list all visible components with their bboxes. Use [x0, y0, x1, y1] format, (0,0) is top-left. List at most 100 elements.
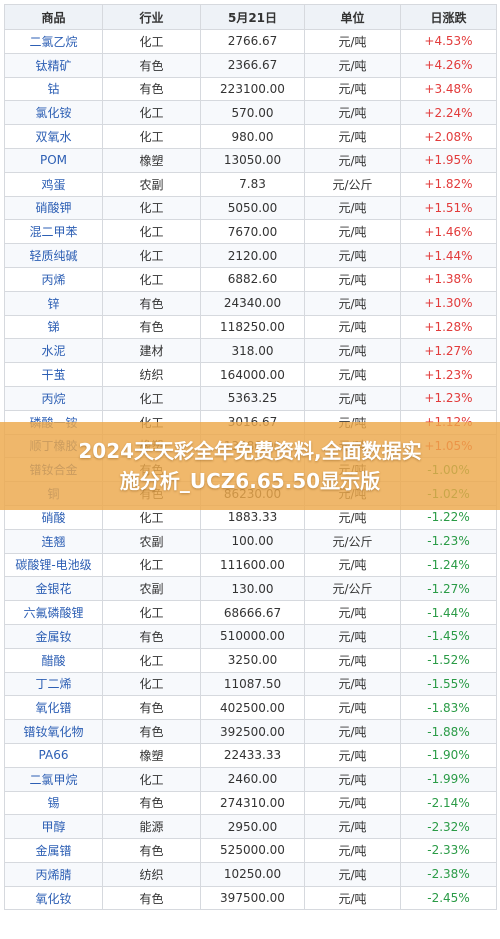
price-cell: 7.83 [200, 171, 305, 197]
unit-cell: 元/吨 [304, 861, 401, 887]
industry-cell: 有色 [102, 290, 201, 316]
table-row: 钴有色 223100.00 元/吨 +3.48% [4, 76, 497, 102]
header-daily-change: 日涨跌 [400, 4, 497, 30]
unit-cell: 元/吨 [304, 790, 401, 816]
commodity-name[interactable]: 锌 [4, 290, 103, 316]
commodity-name[interactable]: 鸡蛋 [4, 171, 103, 197]
table-row: 氧化钕 有色 397500.00 元/吨 -2.45% [4, 885, 497, 911]
commodity-name[interactable]: 锡 [4, 790, 103, 816]
commodity-name[interactable]: 丙烷 [4, 385, 103, 411]
industry-cell: 有色 [102, 76, 201, 102]
table-row: 醋酸 化工 3250.00 元/吨 -1.52% [4, 647, 497, 673]
commodity-name[interactable]: 醋酸 [4, 647, 103, 673]
commodity-name[interactable]: 金属镨 [4, 838, 103, 863]
industry-cell: 有色 [102, 790, 201, 816]
commodity-name[interactable]: 氧化钕 [4, 885, 103, 911]
price-cell: 223100.00 [200, 76, 305, 102]
industry-cell: 农副 [102, 576, 201, 602]
commodity-name[interactable]: 丁二烯 [4, 671, 103, 697]
industry-cell: 有色 [102, 719, 201, 744]
commodity-name[interactable]: 二氯乙烷 [4, 29, 103, 54]
overlay-banner-text: 2024天天彩全年免费资料,全面数据实 施分析_UCZ6.65.50显示版 [0, 436, 500, 496]
change-cell: -1.44% [400, 600, 497, 625]
commodity-name[interactable]: 金银花 [4, 576, 103, 602]
unit-cell: 元/吨 [304, 290, 401, 316]
unit-cell: 元/吨 [304, 314, 401, 340]
banner-line-1: 2024天天彩全年免费资料,全面数据实 [78, 439, 422, 463]
commodity-name[interactable]: 混二甲苯 [4, 219, 103, 245]
table-row: 锡有色 274310.00 元/吨 -2.14% [4, 790, 497, 816]
table-row: 二氯乙烷 化工 2766.67 元/吨 +4.53% [4, 29, 497, 54]
change-cell: -2.33% [400, 838, 497, 863]
change-cell: -2.45% [400, 885, 497, 911]
commodity-name[interactable]: 钴 [4, 76, 103, 102]
table-row: 钛精矿 有色 2366.67 元/吨 +4.26% [4, 52, 497, 78]
commodity-name[interactable]: 氯化铵 [4, 100, 103, 126]
commodity-name[interactable]: 钛精矿 [4, 52, 103, 78]
unit-cell: 元/吨 [304, 52, 401, 78]
price-cell: 6882.60 [200, 266, 305, 292]
unit-cell: 元/吨 [304, 29, 401, 54]
commodity-name[interactable]: 水泥 [4, 338, 103, 364]
commodity-name[interactable]: POM [4, 147, 103, 173]
table-row: 锌有色 24340.00 元/吨 +1.30% [4, 290, 497, 316]
table-row: 丙烯 化工 6882.60 元/吨 +1.38% [4, 266, 497, 292]
overlay-banner [0, 422, 500, 510]
table-row: 轻质纯碱 化工 2120.00 元/吨 +1.44% [4, 243, 497, 268]
price-cell: 13050.00 [200, 147, 305, 173]
commodity-name[interactable]: 六氟磷酸锂 [4, 600, 103, 625]
change-cell: +2.08% [400, 124, 497, 149]
industry-cell: 化工 [102, 385, 201, 411]
price-cell: 22433.33 [200, 742, 305, 768]
change-cell: -1.24% [400, 552, 497, 578]
table-row: 混二甲苯 化工 7670.00 元/吨 +1.46% [4, 219, 497, 245]
industry-cell: 化工 [102, 219, 201, 245]
commodity-name[interactable]: 干茧 [4, 362, 103, 387]
industry-cell: 能源 [102, 814, 201, 840]
header-unit: 单位 [304, 4, 401, 30]
price-cell: 392500.00 [200, 719, 305, 744]
change-cell: +3.48% [400, 76, 497, 102]
industry-cell: 化工 [102, 647, 201, 673]
commodity-name[interactable]: 硝酸钾 [4, 195, 103, 221]
price-cell: 980.00 [200, 124, 305, 149]
change-cell: +1.95% [400, 147, 497, 173]
industry-cell: 化工 [102, 552, 201, 578]
price-cell: 274310.00 [200, 790, 305, 816]
unit-cell: 元/吨 [304, 719, 401, 744]
unit-cell: 元/吨 [304, 600, 401, 625]
table-row: 鸡蛋 农副 7.83 元/公斤 +1.82% [4, 171, 497, 197]
price-cell: 3250.00 [200, 647, 305, 673]
commodity-name[interactable]: 锑 [4, 314, 103, 340]
industry-cell: 有色 [102, 314, 201, 340]
industry-cell: 有色 [102, 52, 201, 78]
table-row: 甲醇 能源 2950.00 元/吨 -2.32% [4, 814, 497, 840]
commodity-name[interactable]: 碳酸锂-电池级 [4, 552, 103, 578]
commodity-name[interactable]: 丙烯腈 [4, 861, 103, 887]
price-cell: 10250.00 [200, 861, 305, 887]
table-row: 水泥 建材 318.00 元/吨 +1.27% [4, 338, 497, 364]
change-cell: +2.24% [400, 100, 497, 126]
header-industry: 行业 [102, 4, 201, 30]
commodity-name[interactable]: 连翘 [4, 528, 103, 554]
price-cell: 2766.67 [200, 29, 305, 54]
commodity-name[interactable]: PA66 [4, 742, 103, 768]
commodity-name[interactable]: 二氯甲烷 [4, 766, 103, 792]
commodity-name[interactable]: 氧化镨 [4, 695, 103, 721]
change-cell: +1.44% [400, 243, 497, 268]
unit-cell: 元/吨 [304, 385, 401, 411]
table-row: 氧化镨 有色 402500.00 元/吨 -1.83% [4, 695, 497, 721]
unit-cell: 元/吨 [304, 362, 401, 387]
commodity-name[interactable]: 镨钕氧化物 [4, 719, 103, 744]
commodity-name[interactable]: 轻质纯碱 [4, 243, 103, 268]
commodity-name[interactable]: 甲醇 [4, 814, 103, 840]
commodity-name[interactable]: 丙烯 [4, 266, 103, 292]
unit-cell: 元/吨 [304, 124, 401, 149]
change-cell: +1.46% [400, 219, 497, 245]
commodity-name[interactable]: 双氧水 [4, 124, 103, 149]
price-cell: 100.00 [200, 528, 305, 554]
change-cell: -1.90% [400, 742, 497, 768]
table-row: 氯化铵 化工 570.00 元/吨 +2.24% [4, 100, 497, 126]
commodity-name[interactable]: 金属钕 [4, 623, 103, 649]
banner-line-2: 施分析_UCZ6.65.50显示版 [119, 469, 381, 493]
